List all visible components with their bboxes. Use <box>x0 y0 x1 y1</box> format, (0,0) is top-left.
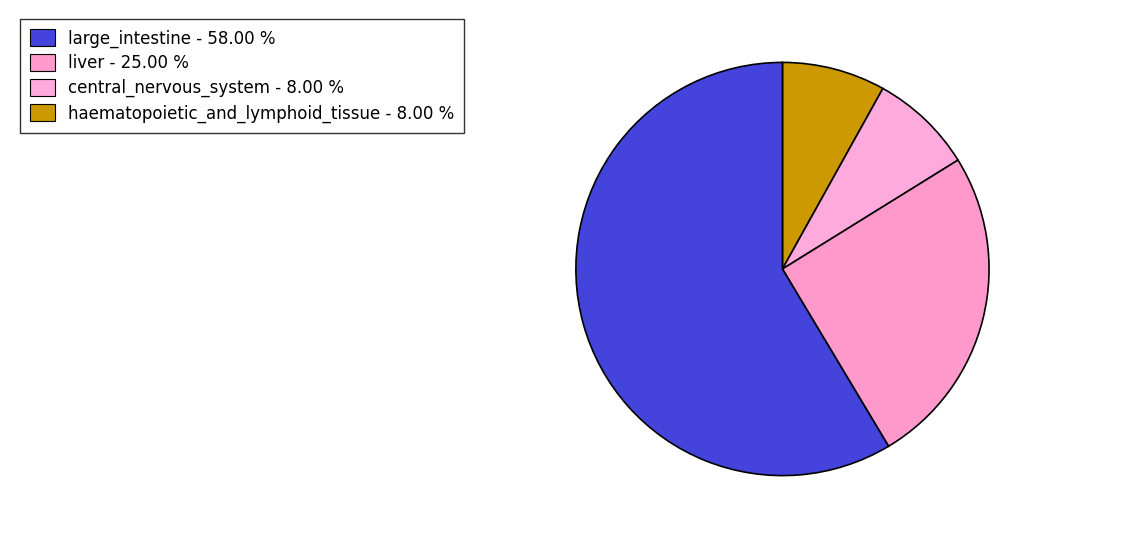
Wedge shape <box>782 62 883 269</box>
Legend: large_intestine - 58.00 %, liver - 25.00 %, central_nervous_system - 8.00 %, hae: large_intestine - 58.00 %, liver - 25.00… <box>19 19 464 132</box>
Wedge shape <box>782 88 958 269</box>
Wedge shape <box>576 62 889 476</box>
Wedge shape <box>782 160 989 446</box>
